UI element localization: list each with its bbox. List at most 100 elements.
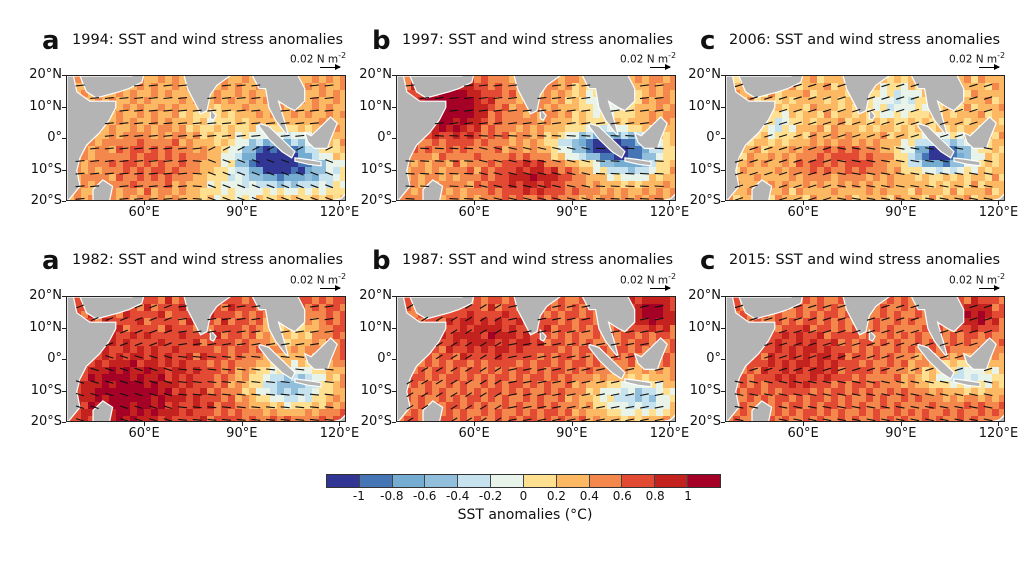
wind-vector (148, 160, 158, 163)
wind-vector (192, 147, 202, 150)
wind-vector (896, 108, 905, 113)
wind-vector (749, 317, 758, 321)
wind-vector (610, 342, 620, 346)
wind-vector (522, 184, 532, 188)
wind-vector (734, 184, 744, 189)
wind-vector (406, 304, 414, 309)
wind-vector (451, 417, 458, 421)
wind-vector (566, 122, 576, 125)
wind-vector (90, 147, 100, 150)
wind-vector (251, 317, 261, 321)
wind-vector (325, 196, 334, 200)
wind-vector (610, 198, 620, 200)
lon-label: 60°E (787, 426, 819, 441)
wind-vector (134, 84, 144, 87)
wind-vector (895, 197, 905, 200)
lat-label: 10°N (359, 319, 392, 335)
wind-vector (434, 172, 444, 175)
wind-vector (837, 121, 846, 126)
wind-vector (266, 146, 275, 151)
wind-vector (295, 109, 305, 112)
wind-vector (910, 317, 920, 321)
lat-tick (62, 359, 66, 360)
lat-label: 10°N (359, 98, 392, 114)
wind-vector (808, 197, 817, 200)
wind-vector (808, 146, 817, 151)
wind-vector (808, 83, 817, 88)
wind-vector (581, 122, 591, 125)
wind-vector (581, 330, 591, 334)
wind-scale-value: 0.02 N m (620, 53, 669, 66)
lon-tick (474, 201, 476, 205)
wind-vector (910, 83, 920, 88)
wind-vector (837, 172, 846, 175)
wind-vector (822, 405, 832, 409)
lat-label: 20°N (29, 67, 62, 82)
wind-vector (178, 343, 187, 346)
wind-vector (522, 197, 532, 200)
wind-vector (178, 109, 188, 112)
land-mass (962, 337, 997, 370)
wind-vector (866, 96, 876, 100)
wind-vector (639, 185, 649, 188)
lat-tick (62, 201, 66, 202)
wind-vector (552, 342, 561, 346)
wind-vector (866, 184, 876, 188)
wind-vector (910, 418, 920, 421)
wind-scale-arrow (320, 64, 341, 70)
wind-vector (793, 159, 802, 163)
wind-vector (896, 355, 905, 359)
wind-vector (566, 405, 576, 409)
wind-vector (75, 160, 85, 163)
wind-vector (479, 341, 487, 347)
wind-vector (881, 197, 890, 200)
wind-vector (625, 109, 635, 112)
wind-vector (493, 109, 503, 112)
wind-vector (552, 305, 561, 308)
lat-tick (62, 422, 66, 423)
wind-vector (149, 392, 158, 397)
wind-vector (764, 121, 773, 126)
wind-vector (969, 197, 978, 200)
wind-vector (494, 341, 502, 347)
wind-vector (465, 329, 473, 335)
wind-vector (640, 342, 649, 346)
lat-label: 0° (47, 130, 62, 145)
wind-vector (222, 159, 231, 164)
wind-vector (450, 316, 458, 322)
wind-vector (734, 405, 744, 409)
wind-vector (207, 330, 217, 333)
wind-vector (654, 405, 664, 409)
wind-vector (494, 316, 502, 322)
wind-vector (478, 109, 488, 112)
wind-vector (808, 304, 817, 309)
wind-vector (778, 184, 788, 189)
wind-vector (465, 316, 473, 322)
wind-vector (222, 184, 231, 189)
wind-vector (266, 406, 275, 409)
wind-vector (522, 135, 532, 137)
land-mass (732, 76, 804, 99)
lat-tick (721, 75, 725, 76)
panel-letter: c (700, 26, 716, 56)
wind-vector (822, 108, 832, 113)
wind-vector (837, 134, 846, 138)
wind-vector (406, 404, 414, 410)
wind-vector (465, 392, 473, 398)
wind-vector (75, 172, 85, 175)
panel-letter: b (372, 246, 391, 276)
colorbar-tick-label: -0.4 (445, 489, 470, 503)
colorbar-swatch (556, 475, 590, 487)
wind-vector (881, 405, 890, 409)
wind-vector (625, 393, 635, 397)
lon-tick (803, 201, 805, 205)
lat-label: 20°N (688, 67, 721, 82)
land-mass (251, 297, 306, 359)
wind-vector (324, 393, 334, 396)
wind-vector (610, 185, 620, 188)
wind-vector (581, 355, 591, 359)
lat-tick (721, 327, 725, 329)
lon-label: 120°E (319, 426, 360, 441)
wind-vector (236, 393, 246, 396)
wind-vector (480, 417, 487, 421)
